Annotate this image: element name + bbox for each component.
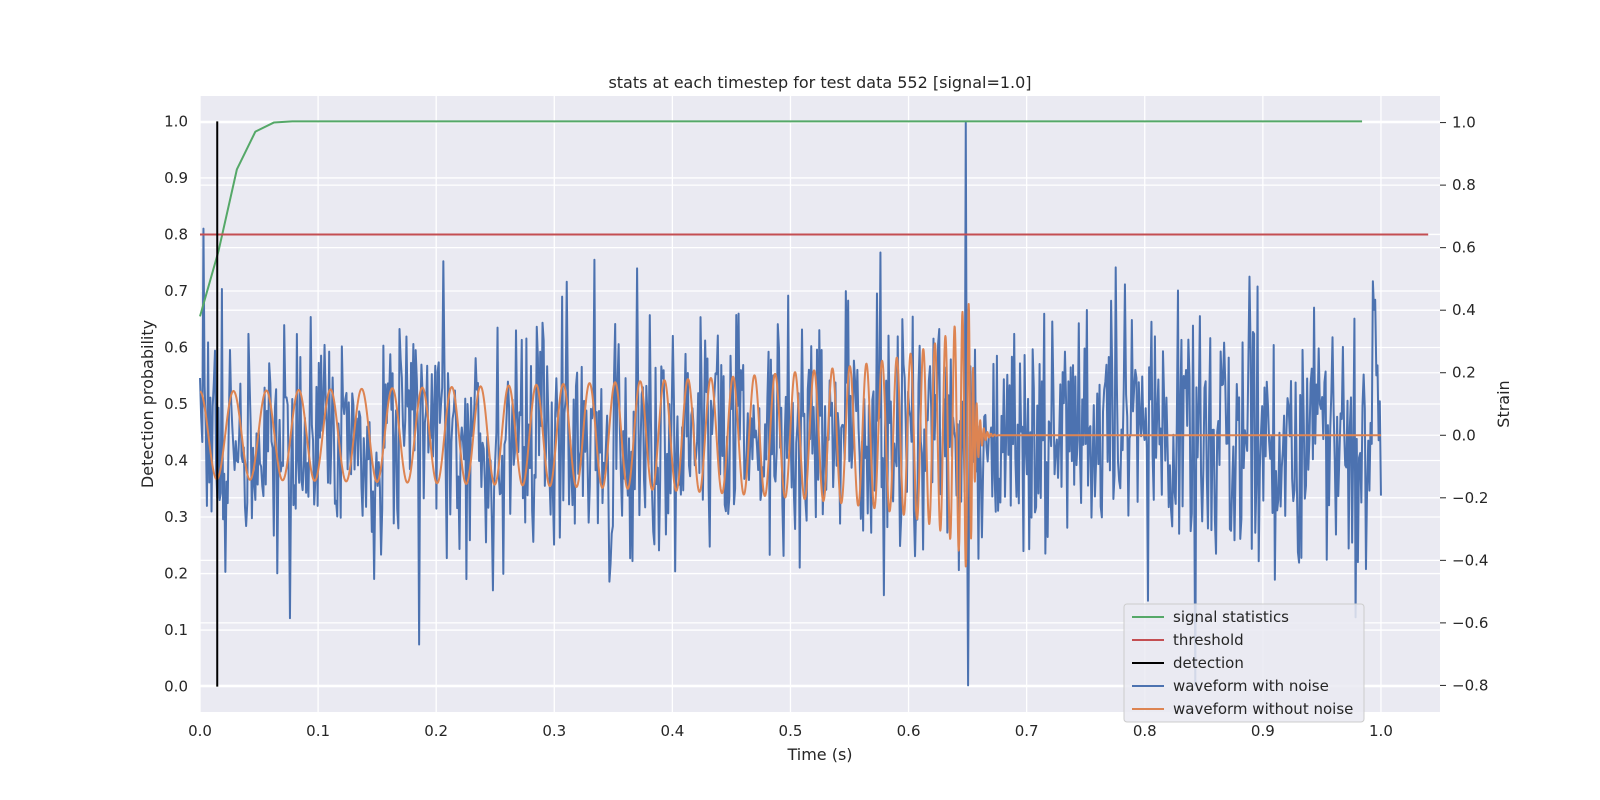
y-axis-ticks: 0.0 0.1 0.2 0.3 0.4 0.5 0.6 0.7 0.8 0.9 1.0: [164, 112, 188, 695]
y-tick-label: 0.1: [164, 621, 188, 639]
y-tick-label: 0.6: [164, 338, 188, 356]
y-tick-label: 0.5: [164, 395, 188, 413]
y-axis-label: Detection probability: [138, 320, 157, 488]
y2-tick-label: −0.8: [1452, 676, 1488, 694]
x-tick-label: 0.5: [779, 722, 803, 740]
y-tick-label: 0.3: [164, 508, 188, 526]
y2-tick-label: −0.4: [1452, 551, 1488, 569]
legend: signal statistics threshold detection wa…: [1123, 603, 1365, 723]
y2-tick-label: 0.8: [1452, 176, 1476, 194]
x-tick-label: 0.8: [1133, 722, 1157, 740]
y-tick-label: 0.9: [164, 169, 188, 187]
series-signal-statistics: [199, 120, 1363, 317]
x-tick-label: 0.6: [897, 722, 921, 740]
x-axis-label: Time (s): [786, 745, 852, 764]
x-tick-label: 0.0: [188, 722, 212, 740]
legend-label-waveform-without-noise: waveform without noise: [1173, 700, 1353, 718]
legend-box: [1123, 603, 1365, 723]
y2-axis-ticks: −0.8 −0.6 −0.4 −0.2 0.0 0.2 0.4 0.6 0.8 1.0: [1440, 114, 1488, 694]
y2-tick-label: 0.0: [1452, 426, 1476, 444]
x-tick-label: 0.3: [542, 722, 566, 740]
x-tick-label: 0.4: [660, 722, 684, 740]
y-tick-label: 1.0: [164, 112, 188, 130]
y2-tick-label: −0.6: [1452, 614, 1488, 632]
x-axis-ticks: 0.0 0.1 0.2 0.3 0.4 0.5 0.6 0.7 0.8 0.9 1.0: [188, 722, 1393, 740]
legend-label-signal-statistics: signal statistics: [1173, 608, 1289, 626]
x-tick-label: 1.0: [1369, 722, 1393, 740]
y-tick-label: 0.4: [164, 452, 188, 470]
legend-label-threshold: threshold: [1173, 631, 1244, 649]
x-tick-label: 0.1: [306, 722, 330, 740]
y2-tick-label: 0.4: [1452, 301, 1476, 319]
y-tick-label: 0.2: [164, 565, 188, 583]
plot-area: [199, 120, 1429, 687]
x-tick-label: 0.7: [1015, 722, 1039, 740]
y2-axis-label: Strain: [1494, 380, 1513, 427]
legend-label-waveform-with-noise: waveform with noise: [1173, 677, 1329, 695]
series-waveform-without-noise: [199, 302, 1382, 568]
y-tick-label: 0.7: [164, 282, 188, 300]
legend-label-detection: detection: [1173, 654, 1244, 672]
y2-tick-label: 0.2: [1452, 364, 1476, 382]
y2-tick-label: 0.6: [1452, 239, 1476, 257]
y-tick-label: 0.0: [164, 678, 188, 696]
y2-tick-label: −0.2: [1452, 489, 1488, 507]
chart-title: stats at each timestep for test data 552…: [608, 73, 1031, 92]
x-tick-label: 0.2: [424, 722, 448, 740]
x-tick-label: 0.9: [1251, 722, 1275, 740]
y-tick-label: 0.8: [164, 225, 188, 243]
y2-tick-label: 1.0: [1452, 114, 1476, 132]
